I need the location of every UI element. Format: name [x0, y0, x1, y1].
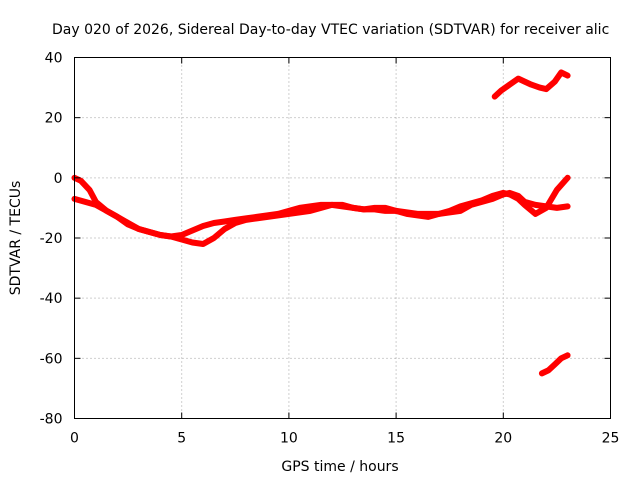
- series-trace-d: [538, 352, 571, 377]
- series-trace-c: [491, 69, 571, 100]
- data-series: [71, 69, 571, 377]
- x-tick-label: 20: [494, 431, 512, 447]
- y-tick-label: 40: [45, 51, 63, 67]
- y-tick-label: -40: [40, 291, 63, 307]
- series-trace-b: [71, 174, 571, 247]
- y-gridlines: [74, 117, 611, 359]
- y-axis-label: SDTVAR / TECUs: [8, 181, 24, 296]
- y-tick-labels: -80 -60 -40 -20 0 20 40: [40, 51, 63, 428]
- chart-title: Day 020 of 2026, Sidereal Day-to-day VTE…: [52, 22, 609, 38]
- y-tick-label: -80: [40, 412, 63, 428]
- x-tick-labels: 0 5 10 15 20 25: [70, 431, 619, 447]
- x-tick-label: 10: [280, 431, 298, 447]
- x-tick-label: 5: [177, 431, 186, 447]
- y-tick-label: -60: [40, 351, 63, 367]
- y-tick-label: 0: [54, 171, 63, 187]
- y-tick-label: -20: [40, 231, 63, 247]
- x-ticks: [74, 57, 611, 419]
- x-tick-label: 25: [602, 431, 620, 447]
- x-axis-label: GPS time / hours: [281, 459, 398, 475]
- y-ticks: [74, 57, 611, 419]
- x-tick-label: 15: [387, 431, 405, 447]
- y-tick-label: 20: [45, 111, 63, 127]
- x-tick-label: 0: [70, 431, 79, 447]
